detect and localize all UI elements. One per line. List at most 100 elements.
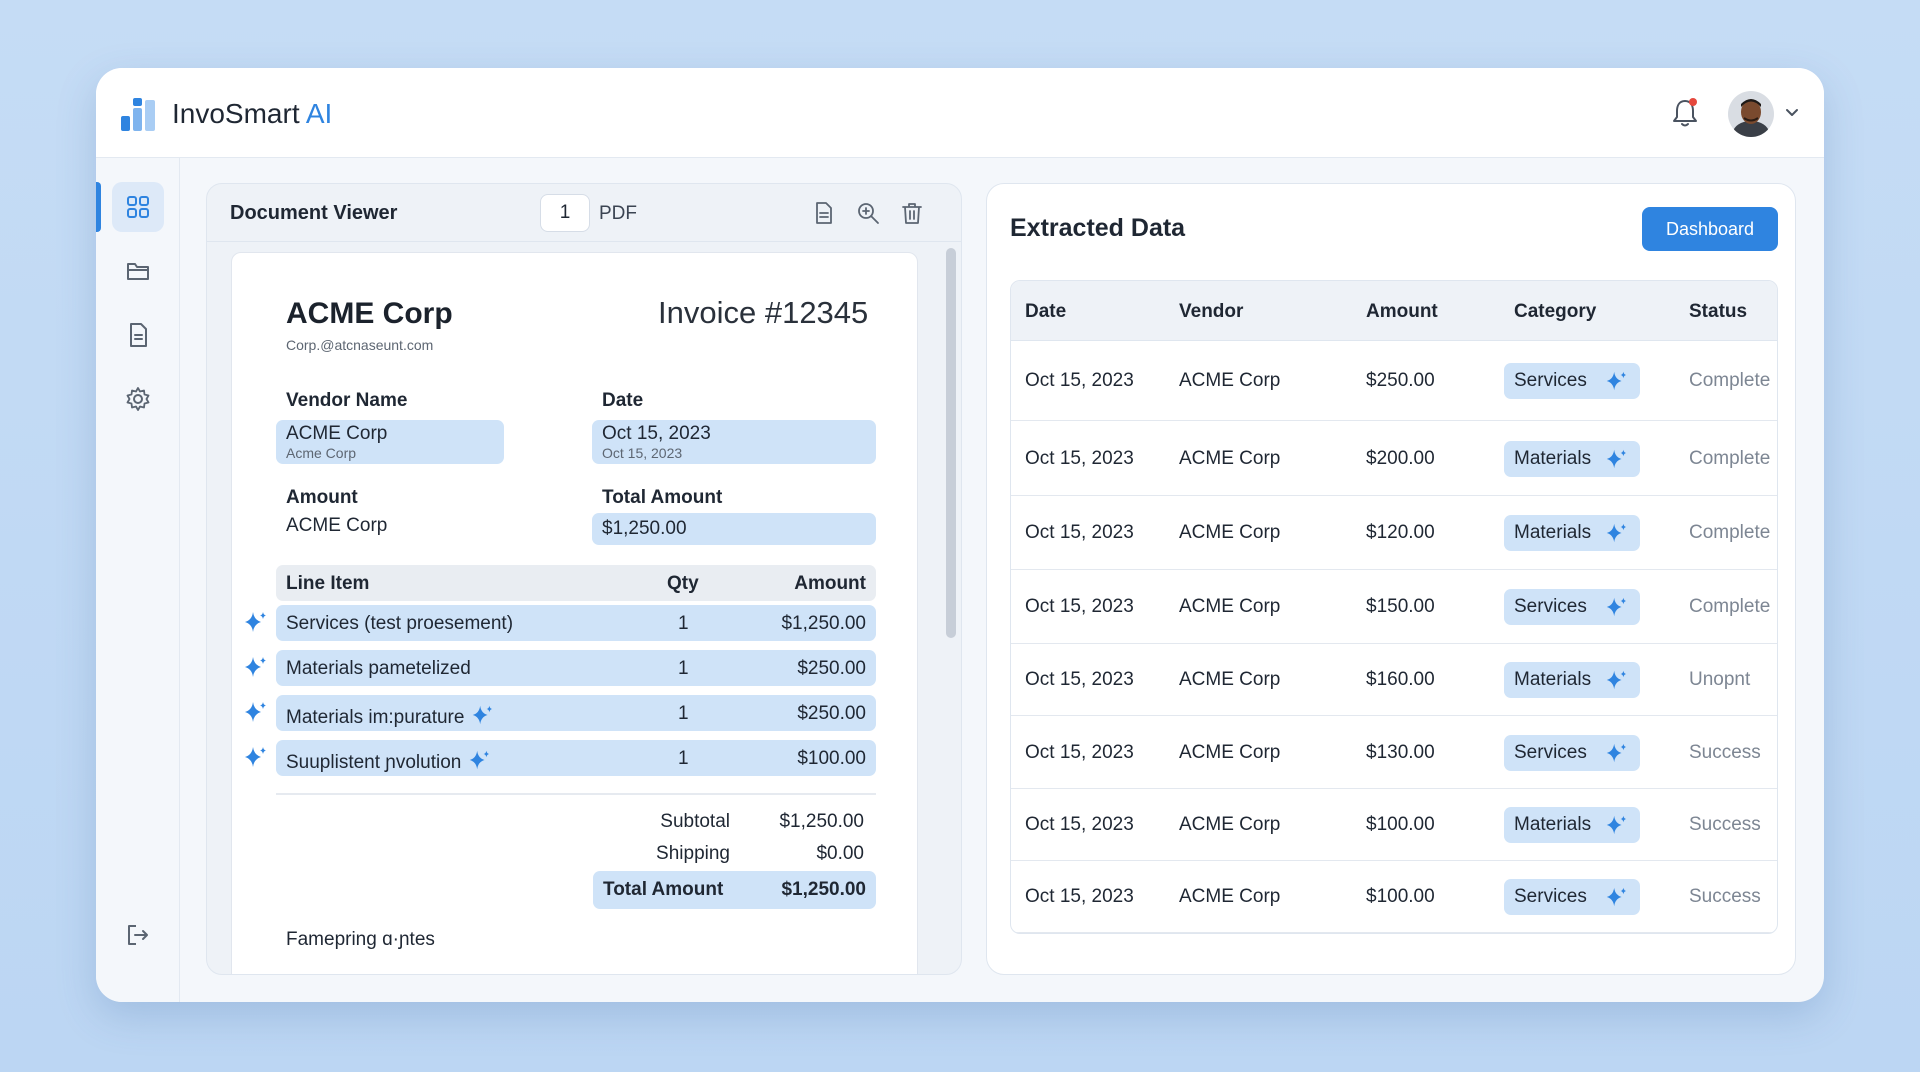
table-row[interactable]: Oct 15, 2023 ACME Corp $250.00 Complete Serv… bbox=[1011, 341, 1777, 421]
sidebar-item-settings[interactable] bbox=[112, 374, 164, 424]
viewer-title: Document Viewer bbox=[230, 202, 398, 224]
date-field[interactable]: Oct 15, 2023 Oct 15, 2023 bbox=[592, 420, 876, 464]
line-item-name: Services (test proesement) bbox=[286, 613, 514, 634]
table-row[interactable]: Oct 15, 2023 ACME Corp $160.00 Unopnt Materi… bbox=[1011, 644, 1777, 716]
sparkle-icon bbox=[1606, 523, 1627, 543]
category-chip[interactable]: Services bbox=[1504, 363, 1640, 399]
cell-amount: $130.00 bbox=[1366, 742, 1435, 763]
category-chip[interactable]: Materials bbox=[1504, 515, 1640, 551]
total-value: $1,250.00 bbox=[602, 518, 687, 539]
table-row[interactable]: Oct 15, 2023 ACME Corp $100.00 Success Servi… bbox=[1011, 861, 1777, 933]
sparkle-icon bbox=[1606, 887, 1627, 907]
sidebar-item-dashboard[interactable] bbox=[112, 182, 164, 232]
sidebar-item-documents[interactable] bbox=[112, 310, 164, 360]
col-category[interactable]: Category bbox=[1514, 301, 1597, 322]
category-chip[interactable]: Materials bbox=[1504, 662, 1640, 698]
folder-icon bbox=[127, 263, 149, 280]
date-value: Oct 15, 2023 bbox=[602, 423, 711, 444]
page-number-input[interactable]: 1 bbox=[540, 194, 590, 232]
sparkle-icon bbox=[1606, 743, 1627, 763]
divider bbox=[276, 793, 876, 795]
line-item-row[interactable]: Services (test proesement) 1 $1,250.00 bbox=[276, 605, 876, 641]
category-label: Materials bbox=[1514, 448, 1592, 469]
viewer-scrollbar[interactable] bbox=[945, 246, 957, 972]
total-label: Total Amount bbox=[602, 487, 723, 508]
category-chip[interactable]: Services bbox=[1504, 735, 1640, 771]
invoice-page: ACME Corp Corp.@atcnaseunt.com Invoice #… bbox=[231, 252, 918, 974]
subtotal-label: Subtotal bbox=[660, 811, 730, 832]
line-items-header: Line Item Qty Amount bbox=[276, 565, 876, 601]
scrollbar-thumb[interactable] bbox=[946, 248, 956, 638]
table-row[interactable]: Oct 15, 2023 ACME Corp $150.00 Complete Serv… bbox=[1011, 570, 1777, 644]
dashboard-button[interactable]: Dashboard bbox=[1642, 207, 1778, 251]
line-item-amount: $1,250.00 bbox=[781, 613, 866, 634]
date-label: Date bbox=[602, 390, 644, 411]
cell-status: Complete bbox=[1689, 522, 1771, 543]
col-vendor[interactable]: Vendor bbox=[1179, 301, 1244, 322]
bell-icon[interactable] bbox=[1669, 96, 1701, 130]
cell-date: Oct 15, 2023 bbox=[1025, 814, 1134, 835]
category-chip[interactable]: Materials bbox=[1504, 441, 1640, 477]
table-row[interactable]: Oct 15, 2023 ACME Corp $130.00 Success Servi… bbox=[1011, 716, 1777, 789]
amount-label: Amount bbox=[286, 487, 358, 508]
line-item-name: Materials pametelized bbox=[286, 658, 471, 679]
trash-icon[interactable] bbox=[899, 200, 925, 226]
brand-ai: AI bbox=[305, 98, 333, 129]
document-icon[interactable] bbox=[811, 200, 837, 226]
total-field[interactable]: $1,250.00 bbox=[592, 513, 876, 545]
col-date[interactable]: Date bbox=[1025, 301, 1067, 322]
vendor-sub: Acme Corp bbox=[286, 445, 357, 461]
shipping-label: Shipping bbox=[656, 843, 730, 864]
gear-icon bbox=[126, 387, 150, 411]
grand-total-value: $1,250.00 bbox=[781, 879, 866, 900]
zoom-in-icon[interactable] bbox=[855, 200, 881, 226]
avatar[interactable] bbox=[1728, 91, 1774, 137]
line-item-row[interactable]: Materials pametelized 1 $250.00 bbox=[276, 650, 876, 686]
category-chip[interactable]: Services bbox=[1504, 879, 1640, 915]
cell-amount: $160.00 bbox=[1366, 669, 1435, 690]
line-item-row[interactable]: Suuplistent ɲvolution 1 $100.00 bbox=[276, 740, 876, 776]
cell-vendor: ACME Corp bbox=[1179, 522, 1281, 543]
line-item-row[interactable]: Materials im:purature 1 $250.00 bbox=[276, 695, 876, 731]
sidebar-item-logout[interactable] bbox=[112, 910, 164, 960]
chevron-down-icon[interactable] bbox=[1784, 106, 1800, 120]
cell-vendor: ACME Corp bbox=[1179, 886, 1281, 907]
sidebar bbox=[96, 158, 180, 1002]
cell-status: Complete bbox=[1689, 448, 1771, 469]
table-row[interactable]: Oct 15, 2023 ACME Corp $120.00 Complete Mate… bbox=[1011, 496, 1777, 570]
table-row[interactable]: Oct 15, 2023 ACME Corp $100.00 Success Mater… bbox=[1011, 789, 1777, 861]
cell-amount: $200.00 bbox=[1366, 448, 1435, 469]
cell-status: Complete bbox=[1689, 370, 1771, 391]
table-row[interactable]: Oct 15, 2023 ACME Corp $200.00 Complete Mate… bbox=[1011, 421, 1777, 496]
cell-vendor: ACME Corp bbox=[1179, 742, 1281, 763]
cell-vendor: ACME Corp bbox=[1179, 448, 1281, 469]
category-chip[interactable]: Services bbox=[1504, 589, 1640, 625]
invoice-number: Invoice #12345 bbox=[658, 295, 869, 330]
col-status[interactable]: Status bbox=[1689, 301, 1748, 322]
vendor-field[interactable]: ACME Corp Acme Corp bbox=[276, 420, 504, 464]
line-item-name: Materials im:purature bbox=[286, 707, 465, 728]
sidebar-item-folders[interactable] bbox=[112, 246, 164, 296]
sparkle-icon bbox=[1606, 371, 1627, 391]
amount-value: ACME Corp bbox=[286, 515, 388, 536]
line-item-name: Suuplistent ɲvolution bbox=[286, 752, 462, 773]
line-item-qty: 1 bbox=[678, 748, 689, 769]
logout-icon bbox=[128, 925, 148, 945]
cell-status: Complete bbox=[1689, 596, 1771, 617]
sparkle-icon bbox=[1606, 597, 1627, 617]
grand-total: Total Amount $1,250.00 bbox=[593, 871, 876, 909]
category-label: Services bbox=[1514, 886, 1587, 907]
line-item-name-wrap: Suuplistent ɲvolution bbox=[286, 748, 491, 774]
category-chip[interactable]: Materials bbox=[1504, 807, 1640, 843]
cell-date: Oct 15, 2023 bbox=[1025, 522, 1134, 543]
line-item-amount: $100.00 bbox=[797, 748, 866, 769]
active-indicator bbox=[96, 182, 101, 232]
cell-amount: $250.00 bbox=[1366, 370, 1435, 391]
cell-date: Oct 15, 2023 bbox=[1025, 669, 1134, 690]
cell-vendor: ACME Corp bbox=[1179, 669, 1281, 690]
sparkle-icon bbox=[1606, 449, 1627, 469]
col-amount[interactable]: Amount bbox=[1366, 301, 1438, 322]
shipping-value: $0.00 bbox=[816, 843, 864, 864]
cell-status: Unopnt bbox=[1689, 669, 1751, 690]
cell-vendor: ACME Corp bbox=[1179, 814, 1281, 835]
